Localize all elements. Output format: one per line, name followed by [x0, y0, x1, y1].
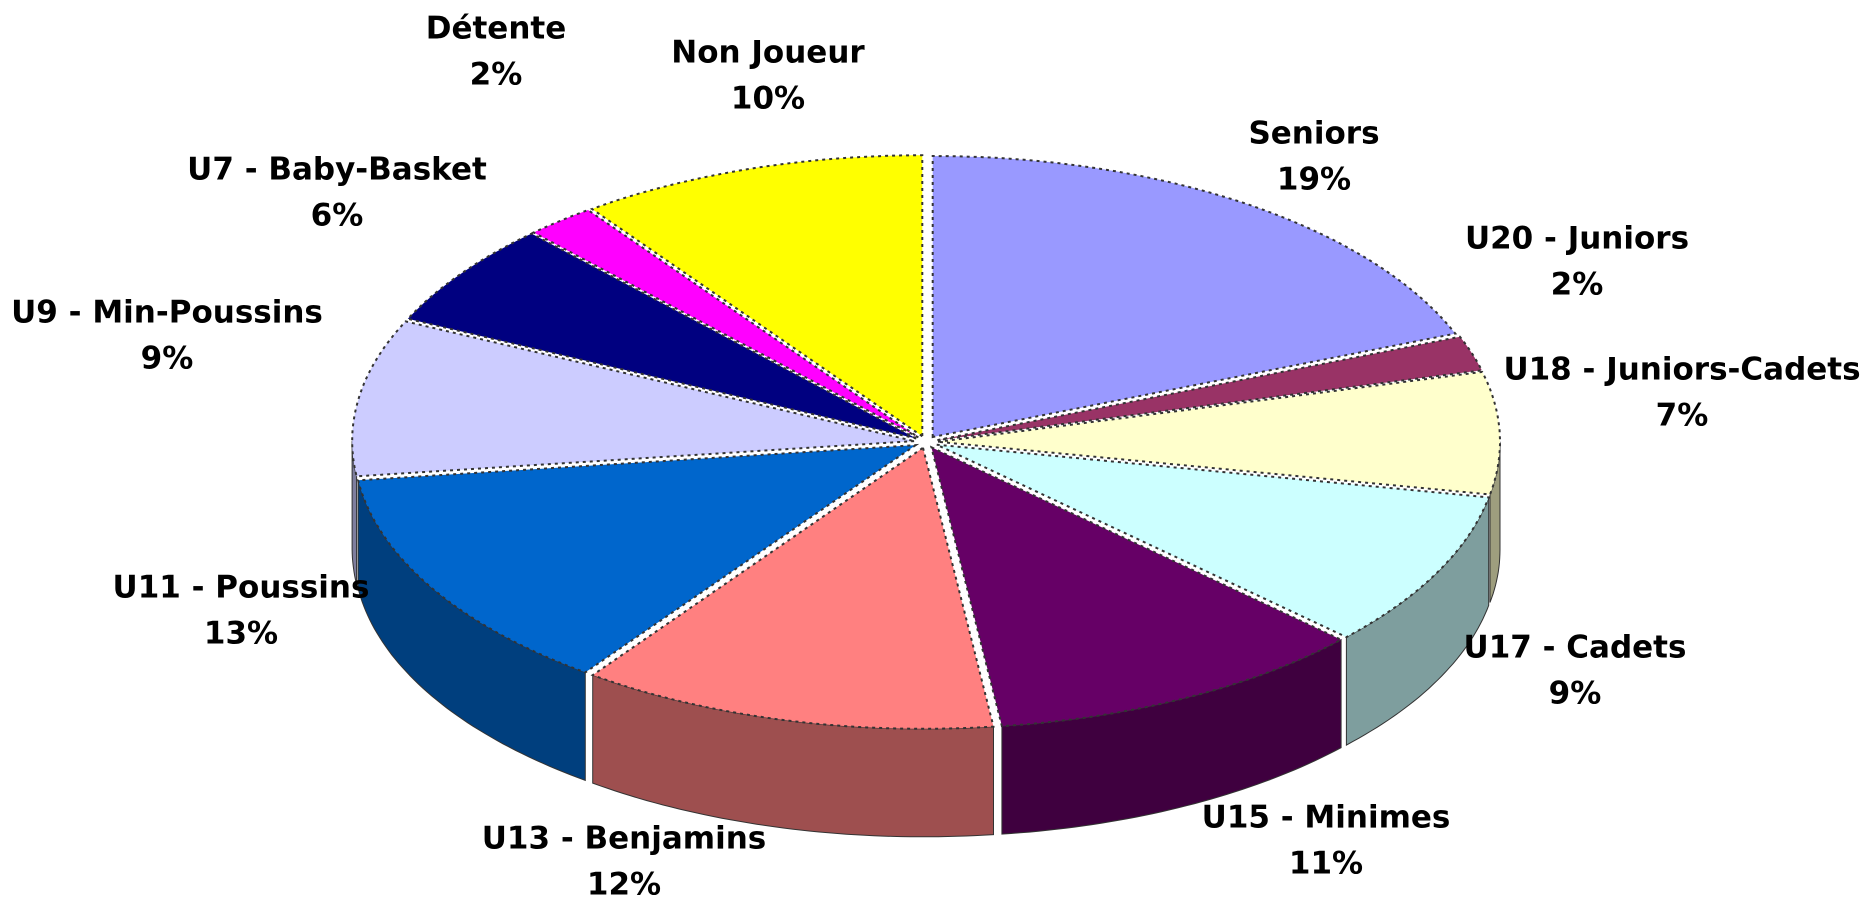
slice — [937, 370, 1501, 496]
slice-value-label: 2% — [1551, 267, 1604, 303]
slice-label: U20 - Juniors — [1465, 221, 1689, 257]
slice-value-label: 7% — [1656, 398, 1709, 434]
slice-side — [592, 674, 994, 838]
slice-label: Non Joueur — [671, 35, 865, 71]
slice — [531, 208, 919, 439]
slice — [405, 232, 917, 440]
slice-value-label: 2% — [470, 57, 523, 93]
slice-label: U18 - Juniors-Cadets — [1503, 352, 1860, 388]
slice — [351, 320, 915, 478]
slice — [356, 443, 920, 674]
slice-side — [1489, 441, 1501, 603]
slice-side — [351, 441, 358, 585]
slice-value-label: 6% — [311, 198, 364, 234]
slice — [589, 154, 924, 439]
slice-label: U15 - Minimes — [1202, 800, 1451, 836]
slice — [590, 446, 995, 730]
slice-value-label: 10% — [731, 81, 805, 117]
slice — [931, 154, 1458, 439]
slice-label: Seniors — [1248, 116, 1379, 152]
slice-label: U13 - Benjamins — [482, 821, 766, 857]
slice-label: U7 - Baby-Basket — [187, 152, 487, 188]
slice — [936, 443, 1491, 639]
slice-value-label: 11% — [1289, 846, 1363, 882]
slice-value-label: 12% — [587, 867, 661, 902]
slice-label: Détente — [426, 11, 567, 47]
slice-label: U11 - Poussins — [113, 570, 370, 606]
slice-label: U9 - Min-Poussins — [11, 295, 323, 331]
slice-value-label: 9% — [141, 341, 194, 377]
slice-value-label: 13% — [204, 616, 278, 652]
slice-label: U17 - Cadets — [1464, 630, 1687, 666]
slice — [929, 445, 1344, 728]
slice-value-label: 19% — [1277, 162, 1351, 198]
slice — [937, 335, 1484, 442]
slice-value-label: 9% — [1549, 676, 1602, 712]
